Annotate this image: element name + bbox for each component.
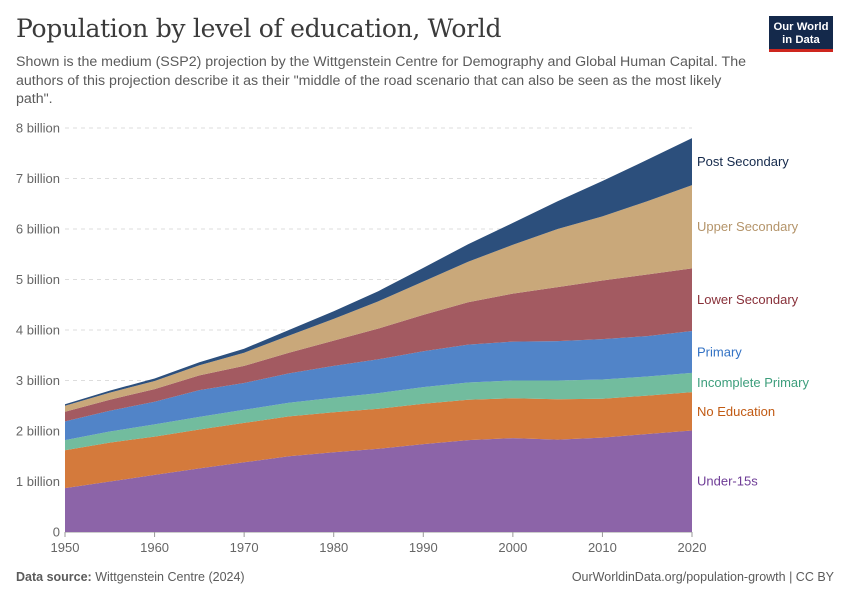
series-labels: Under-15s No Education Incomplete Primary P… — [697, 154, 809, 489]
series-label[interactable]: No Education — [697, 404, 775, 419]
x-tick-label: 1960 — [140, 540, 169, 555]
data-source: Data source: Wittgenstein Centre (2024) — [16, 570, 245, 584]
y-tick-label: 7 billion — [16, 171, 60, 186]
y-tick-label: 5 billion — [16, 272, 60, 287]
y-axis-ticks: 0 1 billion 2 billion 3 billion 4 billion 5 b… — [16, 121, 60, 540]
area-series — [65, 138, 692, 532]
area-under-15s[interactable] — [65, 430, 692, 533]
series-label[interactable]: Under-15s — [697, 474, 758, 489]
series-label[interactable]: Post Secondary — [697, 154, 789, 169]
y-tick-label: 6 billion — [16, 222, 60, 237]
y-tick-label: 4 billion — [16, 323, 60, 338]
x-tick-label: 1970 — [230, 540, 259, 555]
y-tick-label: 3 billion — [16, 373, 60, 388]
series-label[interactable]: Incomplete Primary — [697, 375, 809, 390]
x-tick-label: 1950 — [51, 540, 80, 555]
series-label[interactable]: Primary — [697, 344, 742, 359]
series-label[interactable]: Lower Secondary — [697, 292, 799, 307]
x-tick-label: 2010 — [588, 540, 617, 555]
x-tick-label: 2020 — [678, 540, 707, 555]
logo-line-1: Our World — [773, 21, 829, 33]
chart-title: Population by level of education, World — [16, 14, 502, 43]
y-tick-label: 8 billion — [16, 121, 60, 136]
chart-subtitle: Shown is the medium (SSP2) projection by… — [16, 54, 746, 107]
y-tick-label: 1 billion — [16, 474, 60, 489]
logo-line-2: in Data — [782, 34, 820, 46]
area-no-education[interactable] — [65, 392, 692, 489]
data-source-value[interactable]: Wittgenstein Centre (2024) — [95, 570, 245, 584]
area-incomplete-primary[interactable] — [65, 372, 692, 451]
x-tick-label: 1980 — [319, 540, 348, 555]
x-tick-label: 2000 — [498, 540, 527, 555]
data-source-label: Data source: — [16, 570, 92, 584]
area-lower-secondary[interactable] — [65, 268, 692, 422]
area-upper-secondary[interactable] — [65, 185, 692, 412]
x-tick-label: 1990 — [409, 540, 438, 555]
y-tick-label: 0 — [53, 525, 60, 540]
y-tick-label: 2 billion — [16, 424, 60, 439]
footer-link[interactable]: OurWorldinData.org/population-growth | C… — [571, 570, 834, 584]
area-primary[interactable] — [65, 331, 692, 441]
series-label[interactable]: Upper Secondary — [697, 219, 799, 234]
owid-logo[interactable]: Our World in Data — [769, 16, 833, 52]
x-axis-ticks: 1950 1960 1970 1980 1990 2000 2010 2020 — [51, 532, 707, 555]
